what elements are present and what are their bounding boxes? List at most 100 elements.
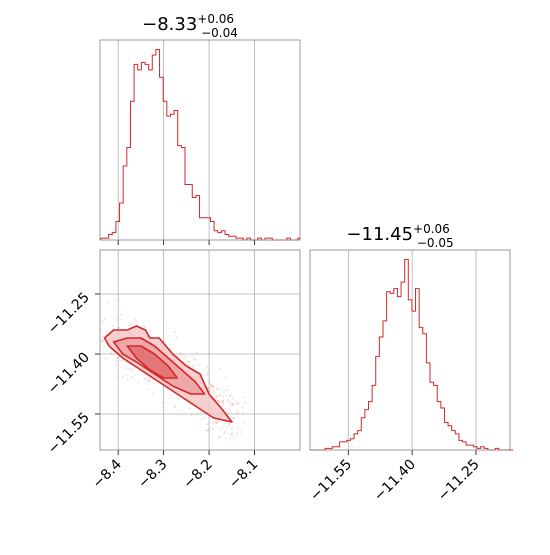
scatter-point [209, 389, 212, 392]
scatter-point [226, 399, 229, 402]
scatter-point [209, 383, 212, 386]
scatter-point [217, 400, 220, 403]
scatter-point [215, 422, 218, 425]
scatter-point [237, 402, 240, 405]
scatter-point [215, 396, 218, 399]
scatter-panel: −8.4 −8.3 −8.2 −8.1 −11.25 −11.40 −11.55 [45, 249, 301, 492]
scatter-point [121, 359, 124, 361]
scatter-point [152, 392, 155, 395]
scatter-point [210, 426, 213, 429]
scatter-point [119, 359, 122, 362]
scatter-point [128, 323, 131, 326]
scatter-point [207, 429, 210, 432]
tick-label-y-2: −11.55 [45, 410, 93, 458]
scatter-point [226, 388, 229, 391]
scatter-point [167, 335, 170, 337]
scatter-point [212, 391, 215, 394]
title-minus: −0.05 [417, 236, 454, 250]
title-plus: +0.06 [197, 12, 234, 26]
scatter-point [234, 435, 236, 438]
scatter-point [224, 389, 227, 392]
scatter-point [134, 373, 137, 376]
scatter-point [240, 406, 243, 409]
scatter-point [113, 299, 116, 302]
scatter-point [147, 388, 150, 391]
scatter-point [208, 369, 211, 372]
scatter-point [222, 425, 225, 428]
scatter-point [231, 432, 234, 434]
scatter-point [235, 402, 238, 405]
scatter-point [148, 376, 151, 379]
scatter-point [190, 414, 192, 417]
scatter-point [135, 320, 138, 323]
scatter-point [163, 340, 166, 343]
scatter-point [221, 405, 224, 408]
scatter-point [224, 430, 227, 433]
scatter-point [181, 354, 184, 357]
scatter-point [231, 434, 233, 437]
scatter-point [234, 400, 237, 403]
scatter-point [180, 352, 183, 355]
scatter-point [143, 373, 145, 376]
scatter-point [219, 401, 222, 404]
scatter-point [229, 401, 231, 403]
scatter-point [187, 360, 190, 363]
scatter-point [236, 402, 239, 405]
scatter-point [215, 396, 218, 398]
scatter-point [169, 344, 171, 346]
scatter-point [104, 357, 107, 360]
contour-inner [126, 345, 179, 379]
scatter-point [203, 417, 206, 420]
scatter-point [225, 410, 228, 413]
tick-label-x-2: −8.2 [181, 457, 216, 492]
scatter-point [196, 413, 199, 416]
scatter-point [229, 405, 232, 408]
scatter-point [169, 394, 172, 397]
scatter-point [237, 426, 239, 429]
scatter-point [192, 364, 195, 367]
scatter-point [115, 360, 118, 362]
scatter-point [216, 420, 218, 423]
scatter-point [134, 318, 137, 321]
scatter-point [194, 358, 197, 361]
scatter-point [189, 407, 191, 410]
histogram-step-line [99, 49, 301, 241]
scatter-point [127, 368, 130, 371]
scatter-point [130, 321, 132, 324]
scatter-point [244, 401, 246, 404]
scatter-point [230, 432, 233, 435]
scatter-point [174, 405, 177, 408]
scatter-point [192, 355, 194, 358]
scatter-point [131, 376, 133, 378]
scatter-point [224, 407, 227, 410]
scatter-point [117, 375, 120, 378]
scatter-point [115, 357, 118, 360]
scatter-point [212, 420, 215, 423]
scatter-point [217, 399, 220, 402]
scatter-point [100, 329, 102, 332]
scatter-point [222, 400, 225, 403]
scatter-point [171, 396, 174, 399]
scatter-point [125, 374, 128, 377]
scatter-point [125, 367, 127, 370]
panel-frame [309, 249, 511, 451]
tick-label-x-2: −11.25 [435, 457, 483, 505]
scatter-point [147, 379, 149, 382]
scatter-point [218, 435, 221, 438]
title-minus: −0.04 [201, 26, 238, 40]
scatter-point [230, 427, 233, 430]
scatter-point [120, 314, 123, 317]
scatter-point [232, 417, 235, 419]
scatter-point [222, 399, 224, 402]
scatter-point [228, 424, 230, 427]
scatter-point [192, 358, 195, 361]
histogram-panel-param2: −11.55 −11.40 −11.25 [307, 249, 514, 505]
tick-label-x-1: −8.3 [135, 457, 170, 492]
scatter-point [207, 380, 210, 383]
tick-label-x-1: −11.40 [371, 457, 419, 505]
tick-label-x-0: −8.4 [90, 456, 125, 491]
panel-frame [99, 39, 301, 241]
scatter-point [233, 417, 235, 419]
